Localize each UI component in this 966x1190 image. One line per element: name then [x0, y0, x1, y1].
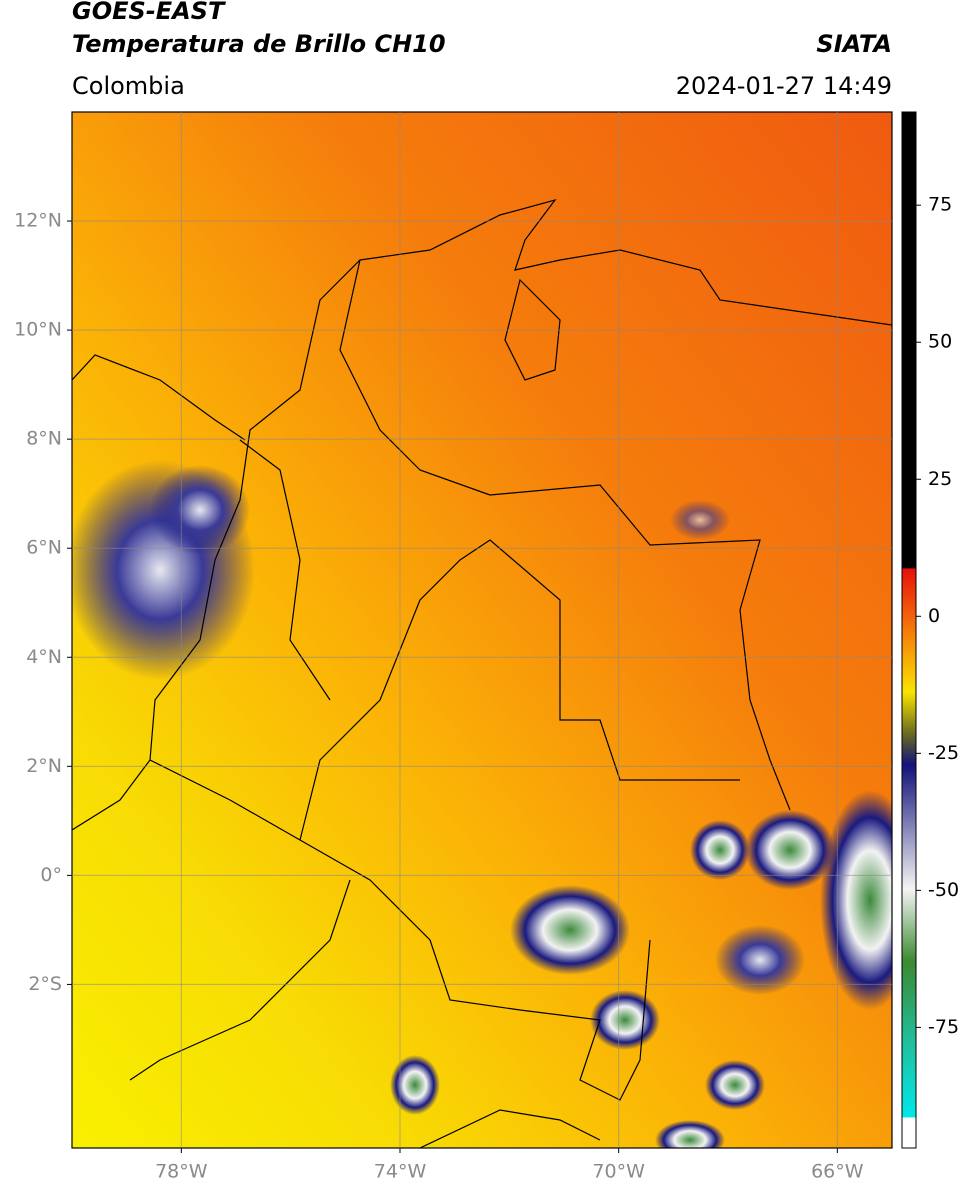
map-frame: [71, 111, 893, 1149]
title: GOES-EAST: [72, 0, 226, 25]
colorbar-tick-label: 50: [928, 331, 952, 353]
colorbar-tick-label: 25: [928, 468, 952, 490]
y-tick-label: 4°N: [26, 646, 62, 668]
y-tick-label: 10°N: [14, 319, 62, 341]
region: Colombia: [72, 72, 185, 100]
x-tick-label: 66°W: [811, 1161, 864, 1183]
colorbar: [901, 111, 917, 1149]
y-tick-label: 0°: [40, 864, 62, 886]
y-tick-label: 8°N: [26, 428, 62, 450]
datetime: 2024-01-27 14:49: [676, 72, 892, 100]
x-tick-label: 70°W: [592, 1161, 645, 1183]
source: SIATA: [816, 30, 892, 58]
x-tick-label: 78°W: [155, 1161, 208, 1183]
colorbar-tick-label: 75: [928, 194, 952, 216]
x-tick-label: 74°W: [374, 1161, 427, 1183]
satellite-image: [72, 112, 892, 1148]
colorbar-tick-label: 0: [928, 605, 940, 627]
y-tick-label: 2°N: [26, 755, 62, 777]
y-tick-label: 6°N: [26, 537, 62, 559]
colorbar-tick-label: -75: [928, 1016, 959, 1038]
y-tick-label: 12°N: [14, 210, 62, 232]
y-tick-label: 2°S: [28, 973, 62, 995]
colorbar-tick-label: -25: [928, 742, 959, 764]
subtitle: Temperatura de Brillo CH10: [72, 30, 446, 58]
colorbar-tick-label: -50: [928, 879, 959, 901]
